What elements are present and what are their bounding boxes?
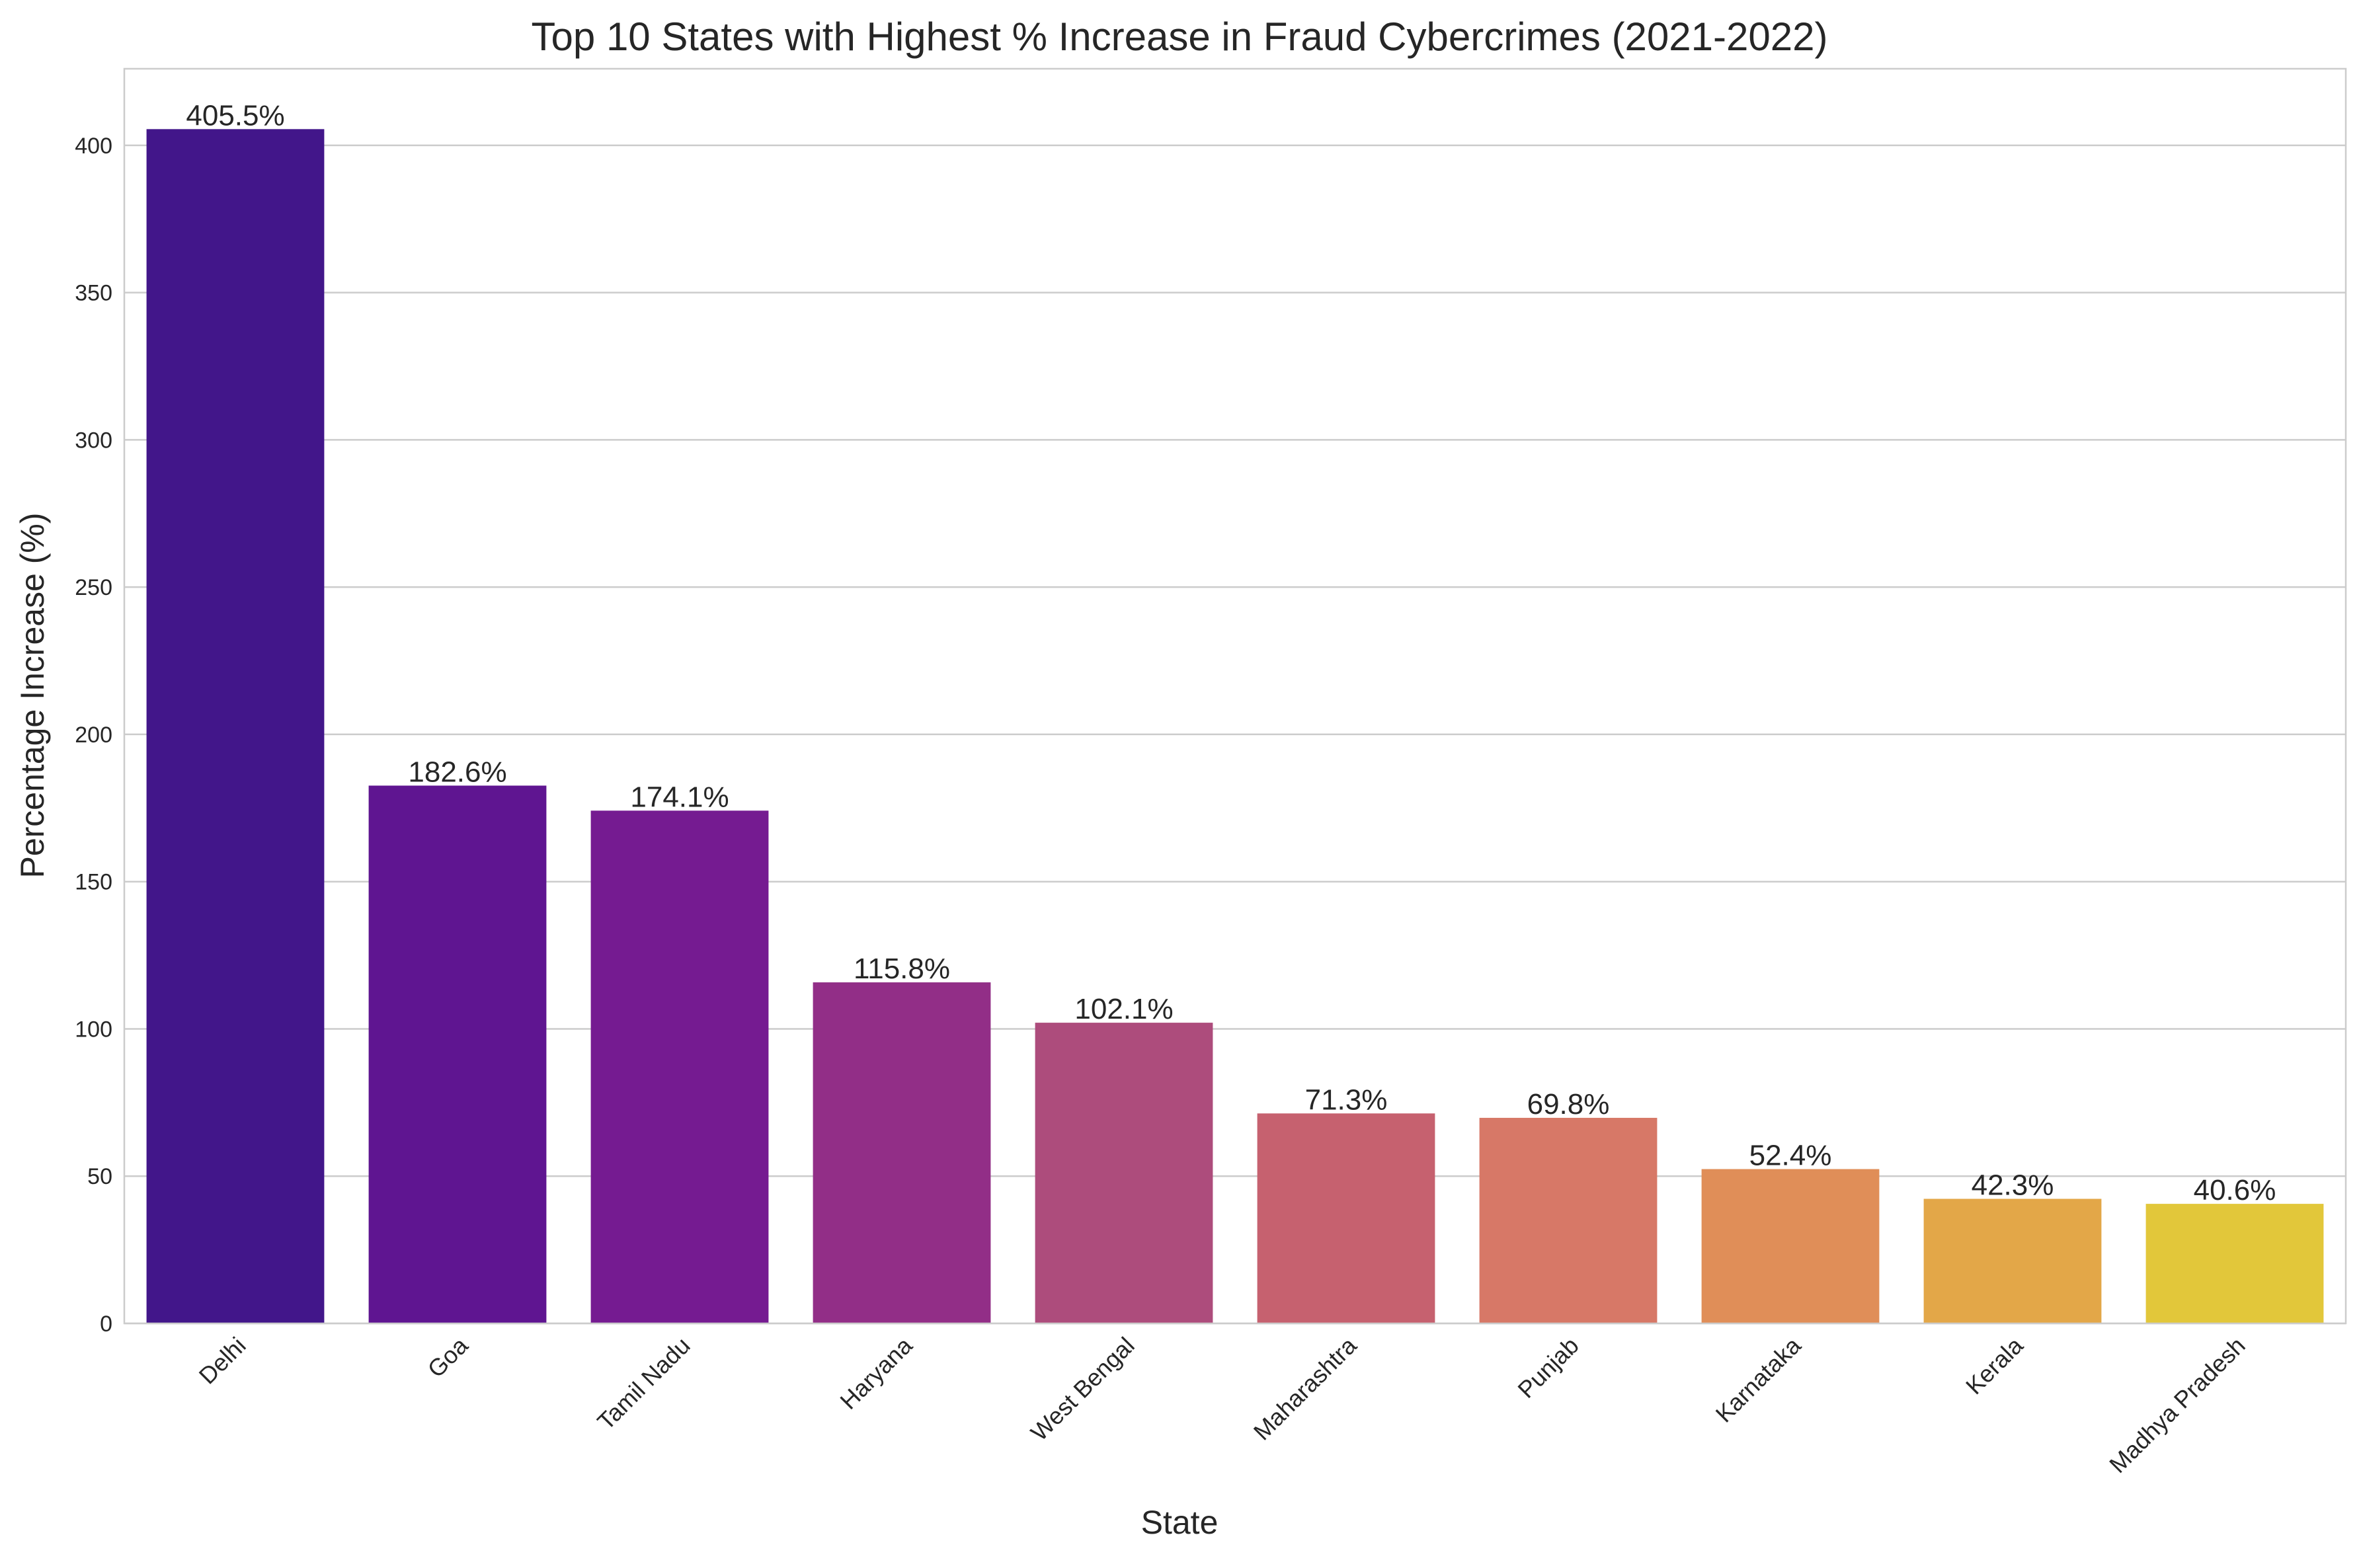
y-tick-label: 150 <box>75 870 112 895</box>
y-tick-label: 400 <box>75 134 112 159</box>
bar-value-label: 71.3% <box>1305 1083 1388 1116</box>
bar-madhya-pradesh <box>2145 1204 2324 1323</box>
chart-title: Top 10 States with Highest % Increase in… <box>532 15 1828 59</box>
y-tick-label: 50 <box>87 1164 112 1189</box>
bar-punjab <box>1479 1118 1658 1323</box>
bar-value-label: 42.3% <box>1972 1169 2054 1202</box>
y-axis-label: Percentage Increase (%) <box>14 512 51 878</box>
bar-delhi <box>146 129 325 1323</box>
data-labels: 405.5% 182.6% 174.1% 115.8% 102.1% 71.3% 69.8%… <box>186 99 2276 1206</box>
bar-value-label: 102.1% <box>1074 993 1173 1025</box>
bar-value-label: 69.8% <box>1527 1088 1610 1120</box>
bar-value-label: 174.1% <box>630 781 729 813</box>
y-tick-label: 250 <box>75 575 112 600</box>
x-axis-label: State <box>1141 1504 1219 1541</box>
y-tick-label: 200 <box>75 723 112 748</box>
bar-west-bengal <box>1035 1023 1213 1323</box>
bar-tamil-nadu <box>590 810 769 1323</box>
y-axis-ticks: 0 50 100 150 200 250 300 350 400 <box>75 134 112 1337</box>
y-tick-label: 350 <box>75 281 112 306</box>
y-tick-label: 300 <box>75 428 112 453</box>
bar-value-label: 182.6% <box>408 756 506 788</box>
y-tick-label: 0 <box>100 1312 112 1337</box>
bar-value-label: 52.4% <box>1749 1140 1832 1172</box>
bars <box>146 129 2324 1323</box>
bar-haryana <box>813 982 991 1323</box>
bar-value-label: 40.6% <box>2194 1174 2276 1206</box>
bar-value-label: 405.5% <box>186 99 284 132</box>
bar-kerala <box>1923 1198 2102 1323</box>
bar-value-label: 115.8% <box>854 953 950 985</box>
plot-frame <box>123 67 2347 1325</box>
y-tick-label: 100 <box>75 1017 112 1042</box>
bar-karnataka <box>1701 1169 1880 1323</box>
bar-maharashtra <box>1257 1113 1435 1323</box>
bar-goa <box>368 785 547 1323</box>
